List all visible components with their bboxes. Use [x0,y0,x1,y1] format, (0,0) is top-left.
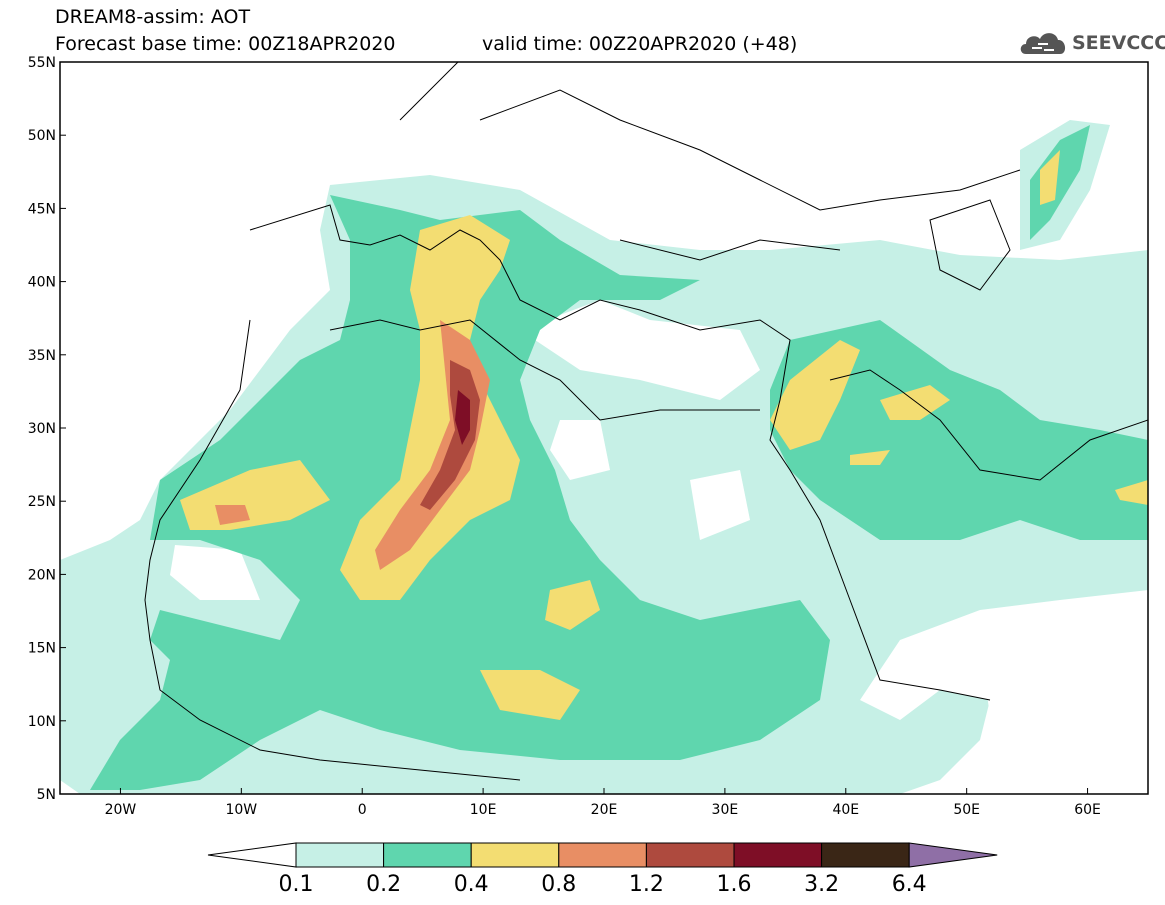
lat-tick-label: 30N [28,421,56,437]
aot-field-1.6 [455,390,470,445]
colorbar-label: 0.4 [453,872,489,897]
lon-tick-label: 0 [358,802,367,818]
lon-tick-label: 10E [470,802,497,818]
lat-tick-label: 50N [28,128,56,144]
colorbar-label: 0.1 [278,872,314,897]
lon-tick-label: 20E [591,802,618,818]
lon-tick-label: 50E [953,802,980,818]
colorbar-label: 0.2 [366,872,402,897]
lat-tick-label: 15N [28,641,56,657]
seevccc-logo: SEEVCCC [1018,26,1165,60]
coastlines [144,62,1148,781]
lon-tick-label: 60E [1074,802,1101,818]
colorbar-label: 6.4 [891,872,927,897]
valid-time: valid time: 00Z20APR2020 (+48) [482,33,798,55]
lat-tick-label: 55N [28,55,56,71]
lat-tick-label: 10N [28,714,56,730]
map-title: DREAM8-assim: AOT [55,6,251,28]
colorbar-label: 1.2 [628,872,664,897]
lat-tick-label: 25N [28,494,56,510]
lon-tick-label: 20W [105,802,137,818]
clear-areas [170,300,1148,794]
lon-tick-label: 40E [832,802,859,818]
colorbar-label: 3.2 [804,872,840,897]
lat-tick-label: 45N [28,201,56,217]
lon-tick-label: 30E [712,802,739,818]
forecast-base-time: Forecast base time: 00Z18APR2020 [55,33,396,55]
colorbar-label: 0.8 [541,872,577,897]
lat-tick-label: 35N [28,348,56,364]
logo-text: SEEVCCC [1072,32,1165,54]
lat-tick-label: 20N [28,567,56,583]
colorbar-label: 1.6 [716,872,752,897]
aot-field-0.4 [180,150,1148,720]
lat-tick-label: 40N [28,275,56,291]
cloud-icon [1020,33,1066,54]
lon-tick-label: 10W [225,802,257,818]
lat-tick-label: 5N [37,787,56,803]
